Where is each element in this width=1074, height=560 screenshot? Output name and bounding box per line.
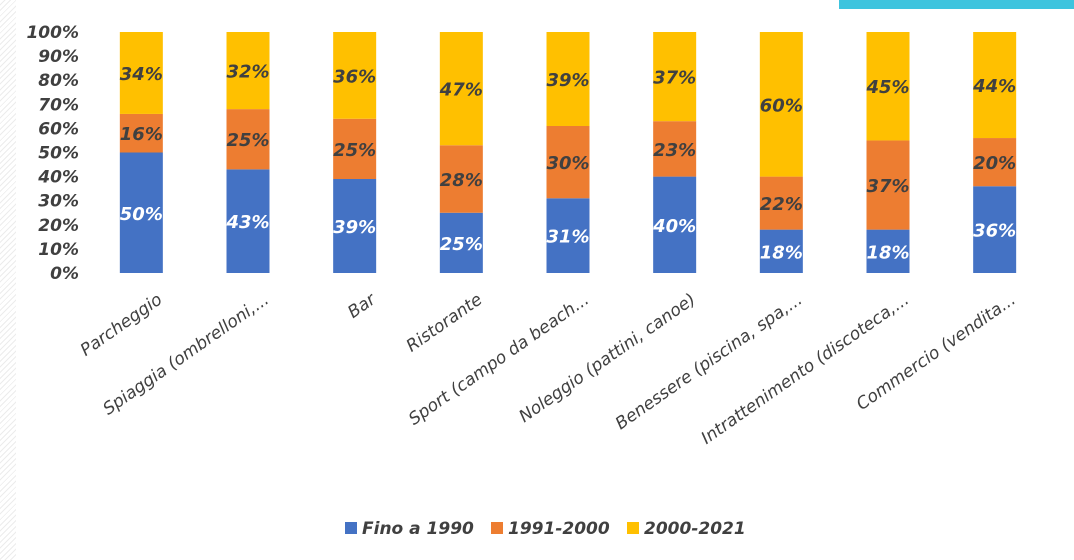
bar-segment: [439, 32, 483, 146]
data-label: 28%: [440, 170, 483, 191]
data-label: 60%: [760, 95, 803, 116]
bar-segment: [866, 140, 910, 230]
x-tick-label: Sport (campo da beach...: [405, 290, 593, 430]
data-label: 25%: [440, 234, 483, 255]
data-label: 36%: [333, 66, 376, 87]
data-label: 32%: [226, 62, 269, 83]
data-label: 37%: [653, 68, 696, 89]
bar-segment: [333, 179, 377, 273]
bars: 50% 16% 34% 43% 25% 32% 39% 25% 36% 25% 28% 47% 31% 3…: [120, 32, 1016, 273]
data-label: 25%: [226, 130, 269, 151]
bar-segment: [119, 32, 163, 114]
y-tick-label: 50%: [38, 144, 79, 164]
data-label: 20%: [973, 153, 1016, 174]
bar-segment: [866, 229, 910, 273]
data-label: 40%: [652, 216, 696, 237]
bar-segment: [973, 186, 1017, 273]
data-label: 44%: [972, 76, 1016, 97]
bar-segment: [439, 145, 483, 213]
y-tick-label: 60%: [38, 119, 79, 139]
bar-segment: [759, 176, 803, 230]
bar-segment: [546, 125, 590, 199]
x-tick-label: Bar: [344, 289, 380, 323]
bar-segment: [333, 32, 377, 119]
legend-swatch: [627, 522, 639, 534]
data-label: 50%: [120, 204, 163, 225]
data-label: 16%: [120, 124, 163, 145]
data-label: 47%: [439, 80, 483, 101]
bar-segment: [653, 121, 697, 177]
bar-segment: [226, 32, 270, 110]
legend-label: 1991-2000: [508, 519, 610, 539]
bar-segment: [333, 118, 377, 180]
x-tick-label: Intrattenimento (discoteca,...: [698, 290, 913, 449]
y-tick-label: 30%: [38, 192, 79, 212]
data-label: 18%: [866, 242, 909, 263]
data-label: 36%: [973, 221, 1016, 242]
data-label: 43%: [225, 212, 269, 233]
x-tick-label: Parcheggio: [77, 290, 166, 361]
bar-segment: [866, 32, 910, 141]
y-tick-label: 90%: [38, 47, 79, 67]
y-tick-label: 10%: [38, 240, 79, 260]
data-label: 39%: [546, 70, 589, 91]
legend: Fino a 1990 1991-2000 2000-2021: [345, 519, 746, 539]
bar-segment: [973, 32, 1017, 139]
x-tick-label: Noleggio (pattini, canoe): [516, 290, 700, 427]
legend-swatch: [345, 522, 357, 534]
y-tick-label: 80%: [38, 71, 79, 91]
data-label: 25%: [333, 140, 376, 161]
y-tick-label: 40%: [37, 168, 79, 188]
legend-label: Fino a 1990: [362, 519, 474, 539]
x-tick-label: Benessere (piscina, spa,...: [612, 290, 806, 434]
bar-segment: [653, 32, 697, 122]
data-label: 45%: [865, 77, 909, 98]
data-label: 37%: [866, 176, 909, 197]
bar-segment: [546, 198, 590, 273]
data-label: 23%: [653, 140, 696, 161]
bar-segment: [226, 109, 270, 170]
y-tick-label: 70%: [38, 95, 79, 115]
data-label: 39%: [333, 217, 376, 238]
y-axis: 0% 10% 20% 30% 40% 50% 60% 70% 80% 90% 100%: [26, 23, 79, 284]
bar-segment: [119, 113, 163, 153]
bar-segment: [653, 176, 697, 273]
data-label: 34%: [120, 64, 163, 85]
bar-segment: [973, 138, 1017, 187]
legend-swatch: [491, 522, 503, 534]
bar-segment: [759, 229, 803, 273]
bar-segment: [759, 32, 803, 177]
bar-segment: [226, 169, 270, 273]
data-label: 22%: [760, 194, 803, 215]
accent-bar: [839, 0, 1074, 9]
y-tick-label: 0%: [50, 264, 79, 284]
y-tick-label: 100%: [26, 23, 79, 43]
data-label: 31%: [546, 227, 589, 248]
data-label: 30%: [546, 153, 589, 174]
bar-segment: [546, 32, 590, 126]
bar-segment: [439, 212, 483, 273]
bar-segment: [119, 152, 163, 273]
data-label: 18%: [760, 242, 803, 263]
legend-label: 2000-2021: [644, 519, 746, 539]
y-tick-label: 20%: [38, 216, 79, 236]
x-tick-label: Ristorante: [403, 290, 486, 357]
